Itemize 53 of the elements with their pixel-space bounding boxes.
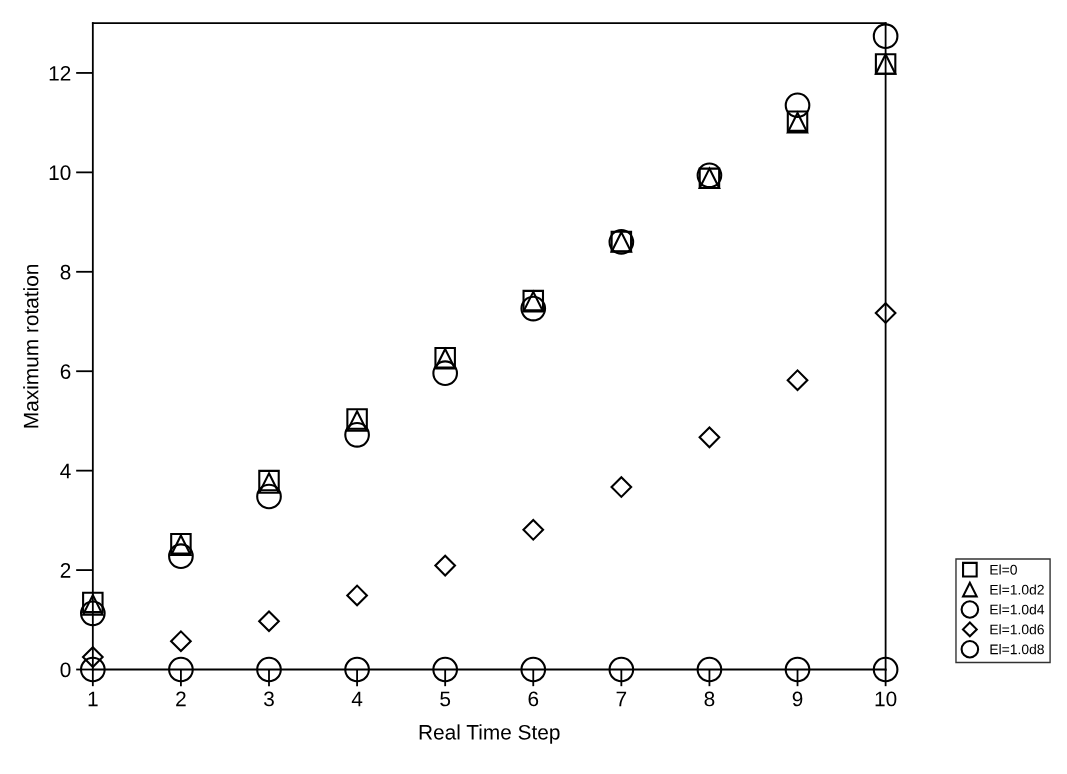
point [872,23,899,49]
x-tick-label: 3 [264,691,274,707]
x-tick-label: 6 [528,691,539,707]
point [346,584,368,607]
point [608,656,635,683]
point [520,295,547,322]
point [79,656,106,683]
y-tick-label: 2 [60,563,71,578]
point [434,554,457,577]
point [610,476,633,498]
point [432,656,459,683]
point [874,302,897,324]
legend-label: El=1.0d6 [990,624,1044,635]
point [696,162,723,189]
x-tick-label: 1 [88,691,98,707]
point [81,646,104,668]
point [170,630,192,653]
y-tick-label: 4 [60,463,71,479]
y-tick-label: 10 [49,165,71,181]
point [872,656,899,683]
point [344,422,370,448]
y-axis-title: Maximum rotation [23,264,39,428]
point [258,610,280,633]
point [786,369,809,392]
point [432,360,459,387]
x-tick-label: 4 [351,691,363,707]
legend-label: El=1.0d4 [990,604,1045,615]
y-tick-label: 0 [60,662,71,678]
x-axis-title: Real Time Step [419,724,560,744]
point [520,656,547,683]
x-tick-label: 2 [176,691,186,707]
point [698,426,721,449]
x-tick-label: 7 [616,691,627,707]
point [522,518,545,541]
point [256,656,282,683]
x-tick-label: 10 [875,691,897,707]
point [784,92,811,119]
x-tick-label: 9 [792,691,803,707]
point [696,656,723,683]
point [344,656,370,683]
point [168,656,194,683]
legend-label: El=1.0d2 [990,584,1044,595]
point [784,656,811,683]
legend-label: El=1.0d8 [990,644,1044,655]
x-tick-label: 5 [440,691,451,707]
y-tick-label: 6 [60,364,71,379]
point [79,600,106,627]
y-tick-label: 8 [60,264,71,280]
y-tick-label: 12 [49,65,71,81]
point [256,483,282,510]
point [168,543,194,570]
legend-label: El=0 [990,564,1017,575]
x-tick-label: 8 [704,691,715,707]
